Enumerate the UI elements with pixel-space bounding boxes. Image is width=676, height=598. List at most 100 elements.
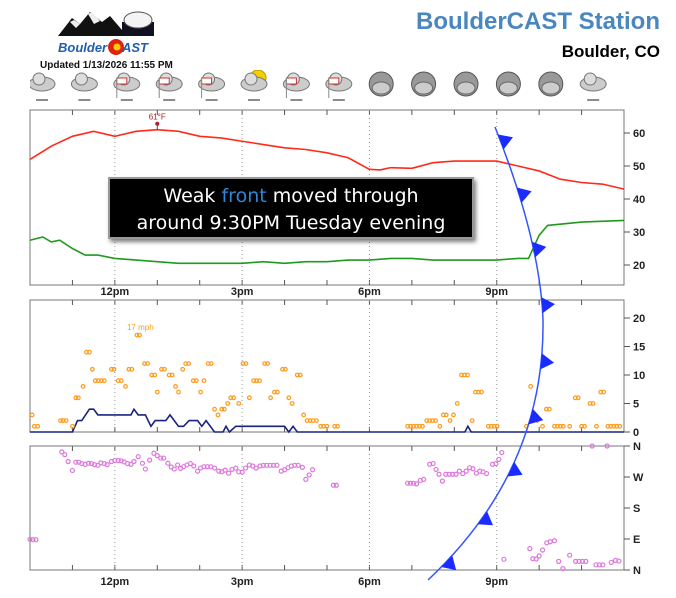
wind-direction-point — [139, 460, 146, 466]
bouldercast-logo: Boulder AST — [50, 6, 160, 58]
wind-speed-point — [225, 401, 231, 406]
wind-direction-point — [112, 457, 118, 464]
wind-direction-point — [405, 480, 411, 486]
wind-speed-point — [60, 418, 66, 424]
wind-speed-point — [92, 378, 98, 384]
wind-direction-point — [443, 471, 449, 477]
wind-direction-point — [264, 462, 270, 468]
front-triangle — [497, 134, 513, 150]
wind-speed-point — [159, 366, 164, 372]
wind-direction-point — [496, 456, 502, 463]
station-title: BoulderCAST Station — [416, 8, 660, 35]
wind-speed-point — [73, 395, 79, 401]
wind-speed-point — [240, 361, 246, 367]
wind-direction-point — [499, 449, 505, 456]
max-temp-label: 61°F — [149, 113, 166, 122]
wind-speed-point — [605, 423, 611, 429]
wind-speed-point — [254, 378, 259, 384]
night-cloudy-icon — [538, 71, 564, 97]
cloud-shape — [498, 81, 518, 95]
wind-direction-point — [69, 467, 76, 474]
cloudy-windy-icon — [155, 72, 183, 101]
wind-direction-point — [101, 460, 107, 467]
wind-speed-point — [123, 384, 128, 389]
temperature-line — [29, 128, 625, 190]
wind-direction-point — [73, 459, 79, 465]
wind-direction-point — [421, 476, 427, 483]
wind-direction-point — [410, 480, 417, 486]
wind-speed-point — [101, 378, 107, 384]
wind-direction-point — [446, 471, 452, 477]
max-marker — [155, 121, 160, 126]
wind-speed-point — [221, 406, 227, 412]
wind-speed-point — [557, 423, 563, 429]
wind-speed-point — [126, 366, 132, 372]
wind-speed-point — [219, 406, 225, 412]
wind-direction-point — [88, 460, 95, 467]
cloudy-windy-icon — [198, 72, 226, 101]
wind-direction-point — [239, 469, 245, 475]
wind-speed-point — [594, 423, 599, 429]
wind-speed-point — [433, 418, 439, 424]
wind-speed-point — [236, 401, 242, 406]
wind-speed-point — [590, 401, 596, 406]
wind-direction-point — [128, 461, 134, 467]
svg-text:Boulder: Boulder — [58, 40, 108, 55]
x-tick-label: 9pm — [485, 576, 508, 588]
wind-speed-point — [115, 378, 121, 384]
wind-direction-point — [295, 462, 301, 468]
wind-speed-point — [149, 372, 155, 378]
wind-direction-point — [600, 562, 606, 568]
forecast-icon-row — [30, 70, 607, 101]
wind-direction-point — [158, 455, 164, 461]
wind-direction-point — [593, 562, 599, 568]
night-cloudy-icon — [368, 71, 394, 97]
wind-speed-point — [465, 372, 470, 378]
wind-direction-point — [579, 558, 586, 564]
wind-speed-point — [420, 423, 425, 429]
front-annotation: Weak front moved through around 9:30PM T… — [108, 177, 474, 239]
wind-speed-point — [89, 366, 95, 372]
wind-direction-point — [299, 464, 305, 470]
front-triangle — [516, 187, 532, 203]
wind-speed-point — [186, 361, 192, 367]
wind-direction-point — [439, 478, 446, 484]
wind-speed-point — [198, 389, 203, 395]
x-tick-label: 9pm — [485, 286, 508, 298]
wind-direction-point — [104, 462, 110, 468]
wind-direction-point — [456, 468, 462, 474]
front-triangle — [540, 353, 555, 370]
wind-speed-point — [286, 395, 292, 401]
wind-speed-point — [95, 378, 101, 384]
svg-text:AST: AST — [121, 40, 149, 55]
y-tick-label: 10 — [633, 370, 645, 382]
wind-direction-point — [309, 467, 316, 473]
wind-direction-point — [483, 470, 490, 477]
wind-speed-point — [414, 423, 419, 429]
annotation-text: around 9:30PM Tuesday evening — [136, 212, 446, 234]
wind-direction-point — [211, 465, 218, 471]
night-cloudy-icon — [495, 71, 521, 97]
wind-speed-point — [476, 389, 481, 395]
wind-direction-point — [253, 465, 259, 471]
wind-speed-point — [608, 423, 614, 429]
wind-speed-point — [70, 423, 75, 429]
wind-direction-point — [222, 467, 228, 473]
cloudy-windy-icon — [282, 72, 310, 101]
wind-speed-point — [611, 423, 617, 429]
wind-speed-point — [601, 389, 607, 395]
wind-direction-point — [135, 454, 141, 460]
cloudy-windy-icon — [113, 72, 141, 101]
wind-speed-point — [231, 395, 237, 401]
wind-speed-point — [29, 412, 35, 418]
front-triangle — [528, 408, 544, 425]
wind-direction-point — [470, 466, 476, 472]
wind-speed-point — [215, 412, 221, 418]
wind-direction-point — [274, 462, 280, 468]
night-cloudy-icon — [453, 71, 479, 97]
wind-direction-point — [187, 460, 193, 467]
wind-speed-point — [246, 395, 252, 401]
x-tick-label: 6pm — [358, 576, 381, 588]
front-triangle — [477, 511, 494, 526]
